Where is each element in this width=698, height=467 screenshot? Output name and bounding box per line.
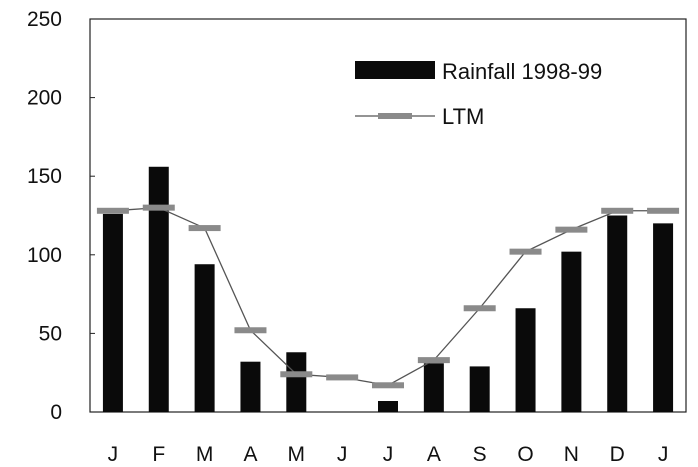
- y-tick-label-150: 150: [27, 165, 62, 188]
- x-tick-label-3: A: [243, 443, 257, 466]
- bar-8-S: [469, 366, 490, 412]
- ltm-marker-11: [601, 207, 634, 214]
- bar-3-A: [240, 361, 261, 412]
- ltm-marker-10: [555, 226, 588, 233]
- x-tick-label-12: J: [658, 443, 669, 466]
- ltm-marker-6: [372, 382, 404, 389]
- ltm-marker-1: [142, 204, 175, 211]
- bar-12-J: [653, 223, 674, 412]
- x-tick-label-11: D: [610, 443, 625, 466]
- x-tick-label-8: S: [473, 443, 487, 466]
- x-tick-label-4: M: [288, 443, 306, 466]
- legend-label-ltm: LTM: [442, 104, 484, 129]
- legend-swatch-rainfall: [355, 61, 435, 79]
- ltm-marker-3: [234, 327, 267, 334]
- legend: Rainfall 1998-99 LTM: [355, 59, 602, 129]
- bar-10-N: [561, 251, 582, 412]
- x-tick-label-2: M: [196, 443, 214, 466]
- bar-11-D: [607, 215, 628, 412]
- ltm-marker-12: [647, 207, 680, 214]
- bar-7-A: [423, 363, 444, 412]
- ltm-marker-7: [417, 357, 450, 364]
- y-tick-label-100: 100: [27, 244, 62, 267]
- ltm-line: [96, 204, 680, 389]
- y-tick-label-50: 50: [39, 322, 62, 345]
- y-tick-label-250: 250: [27, 8, 62, 31]
- x-tick-label-1: F: [152, 443, 165, 466]
- y-axis-ticks: 0 50 100 150 200 250: [27, 8, 95, 424]
- x-tick-label-5: J: [337, 443, 348, 466]
- ltm-marker-5: [326, 374, 359, 381]
- legend-marker-ltm: [378, 113, 412, 119]
- ltm-marker-9: [509, 248, 542, 255]
- bar-0-J: [102, 213, 123, 412]
- bar-9-O: [515, 308, 536, 412]
- bar-1-F: [148, 166, 169, 412]
- x-tick-label-6: J: [383, 443, 394, 466]
- rainfall-bars: [102, 166, 674, 412]
- ltm-marker-2: [188, 225, 221, 232]
- legend-label-rainfall: Rainfall 1998-99: [442, 59, 602, 84]
- y-tick-label-200: 200: [27, 87, 62, 110]
- x-tick-label-0: J: [108, 443, 119, 466]
- bar-2-M: [194, 264, 215, 412]
- x-tick-label-10: N: [564, 443, 579, 466]
- bar-6-J: [378, 400, 398, 412]
- y-tick-label-0: 0: [50, 401, 62, 424]
- ltm-marker-8: [463, 305, 496, 312]
- bar-4-M: [286, 352, 307, 412]
- ltm-marker-0: [96, 207, 129, 214]
- x-tick-label-9: O: [517, 443, 533, 466]
- x-tick-label-7: A: [427, 443, 441, 466]
- ltm-marker-4: [280, 371, 313, 378]
